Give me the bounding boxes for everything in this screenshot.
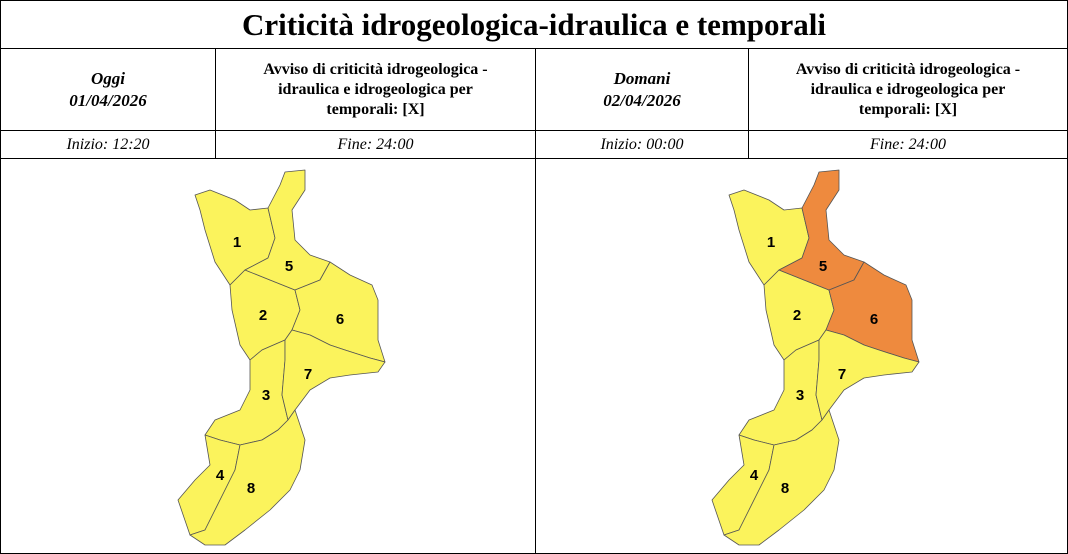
zone-label: 5	[285, 258, 293, 275]
zone-label: 3	[262, 387, 270, 404]
zone	[778, 169, 865, 291]
zone-label: 2	[259, 307, 267, 324]
zone-label: 6	[870, 311, 878, 328]
day: Domani	[613, 68, 671, 88]
zone-label: 4	[750, 467, 759, 484]
region-map: 1 2 3 4 5 6 7 8	[177, 169, 386, 546]
zone	[189, 409, 306, 546]
zone-label: 3	[796, 387, 804, 404]
zone	[723, 409, 840, 546]
zone-label: 8	[247, 480, 255, 497]
zone-label: 5	[819, 258, 827, 275]
zone-label: 4	[216, 467, 225, 484]
zone-label: 1	[767, 234, 775, 251]
region-map: 1 2 3 4 5 6 7 8	[711, 169, 920, 546]
notice: Avviso di criticità idrogeologica - idra…	[748, 48, 1068, 131]
zone-label: 8	[781, 480, 789, 497]
zone	[244, 169, 331, 291]
zone-label: 6	[336, 311, 344, 328]
zone-label: 7	[304, 366, 312, 383]
zone-label: 2	[793, 307, 801, 324]
zone-label: 1	[233, 234, 241, 251]
zone	[281, 329, 386, 421]
day: Oggi	[91, 68, 125, 88]
date: 01/04/2026	[69, 90, 147, 110]
date: 02/04/2026	[603, 90, 681, 110]
zone	[204, 339, 289, 446]
zone	[738, 339, 823, 446]
zone-label: 7	[838, 366, 846, 383]
zone	[815, 329, 920, 421]
